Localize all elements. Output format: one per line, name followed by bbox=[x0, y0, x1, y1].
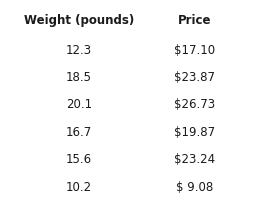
Text: 16.7: 16.7 bbox=[66, 125, 92, 138]
Text: $19.87: $19.87 bbox=[174, 125, 215, 138]
Text: $17.10: $17.10 bbox=[174, 43, 215, 56]
Text: 10.2: 10.2 bbox=[66, 180, 92, 193]
Text: $23.24: $23.24 bbox=[174, 153, 215, 165]
Text: Weight (pounds): Weight (pounds) bbox=[24, 14, 134, 27]
Text: Price: Price bbox=[178, 14, 211, 27]
Text: $23.87: $23.87 bbox=[174, 71, 215, 84]
Text: 12.3: 12.3 bbox=[66, 43, 92, 56]
Text: 18.5: 18.5 bbox=[66, 71, 92, 84]
Text: 20.1: 20.1 bbox=[66, 98, 92, 111]
Text: $26.73: $26.73 bbox=[174, 98, 215, 111]
Text: $ 9.08: $ 9.08 bbox=[176, 180, 213, 193]
Text: 15.6: 15.6 bbox=[66, 153, 92, 165]
